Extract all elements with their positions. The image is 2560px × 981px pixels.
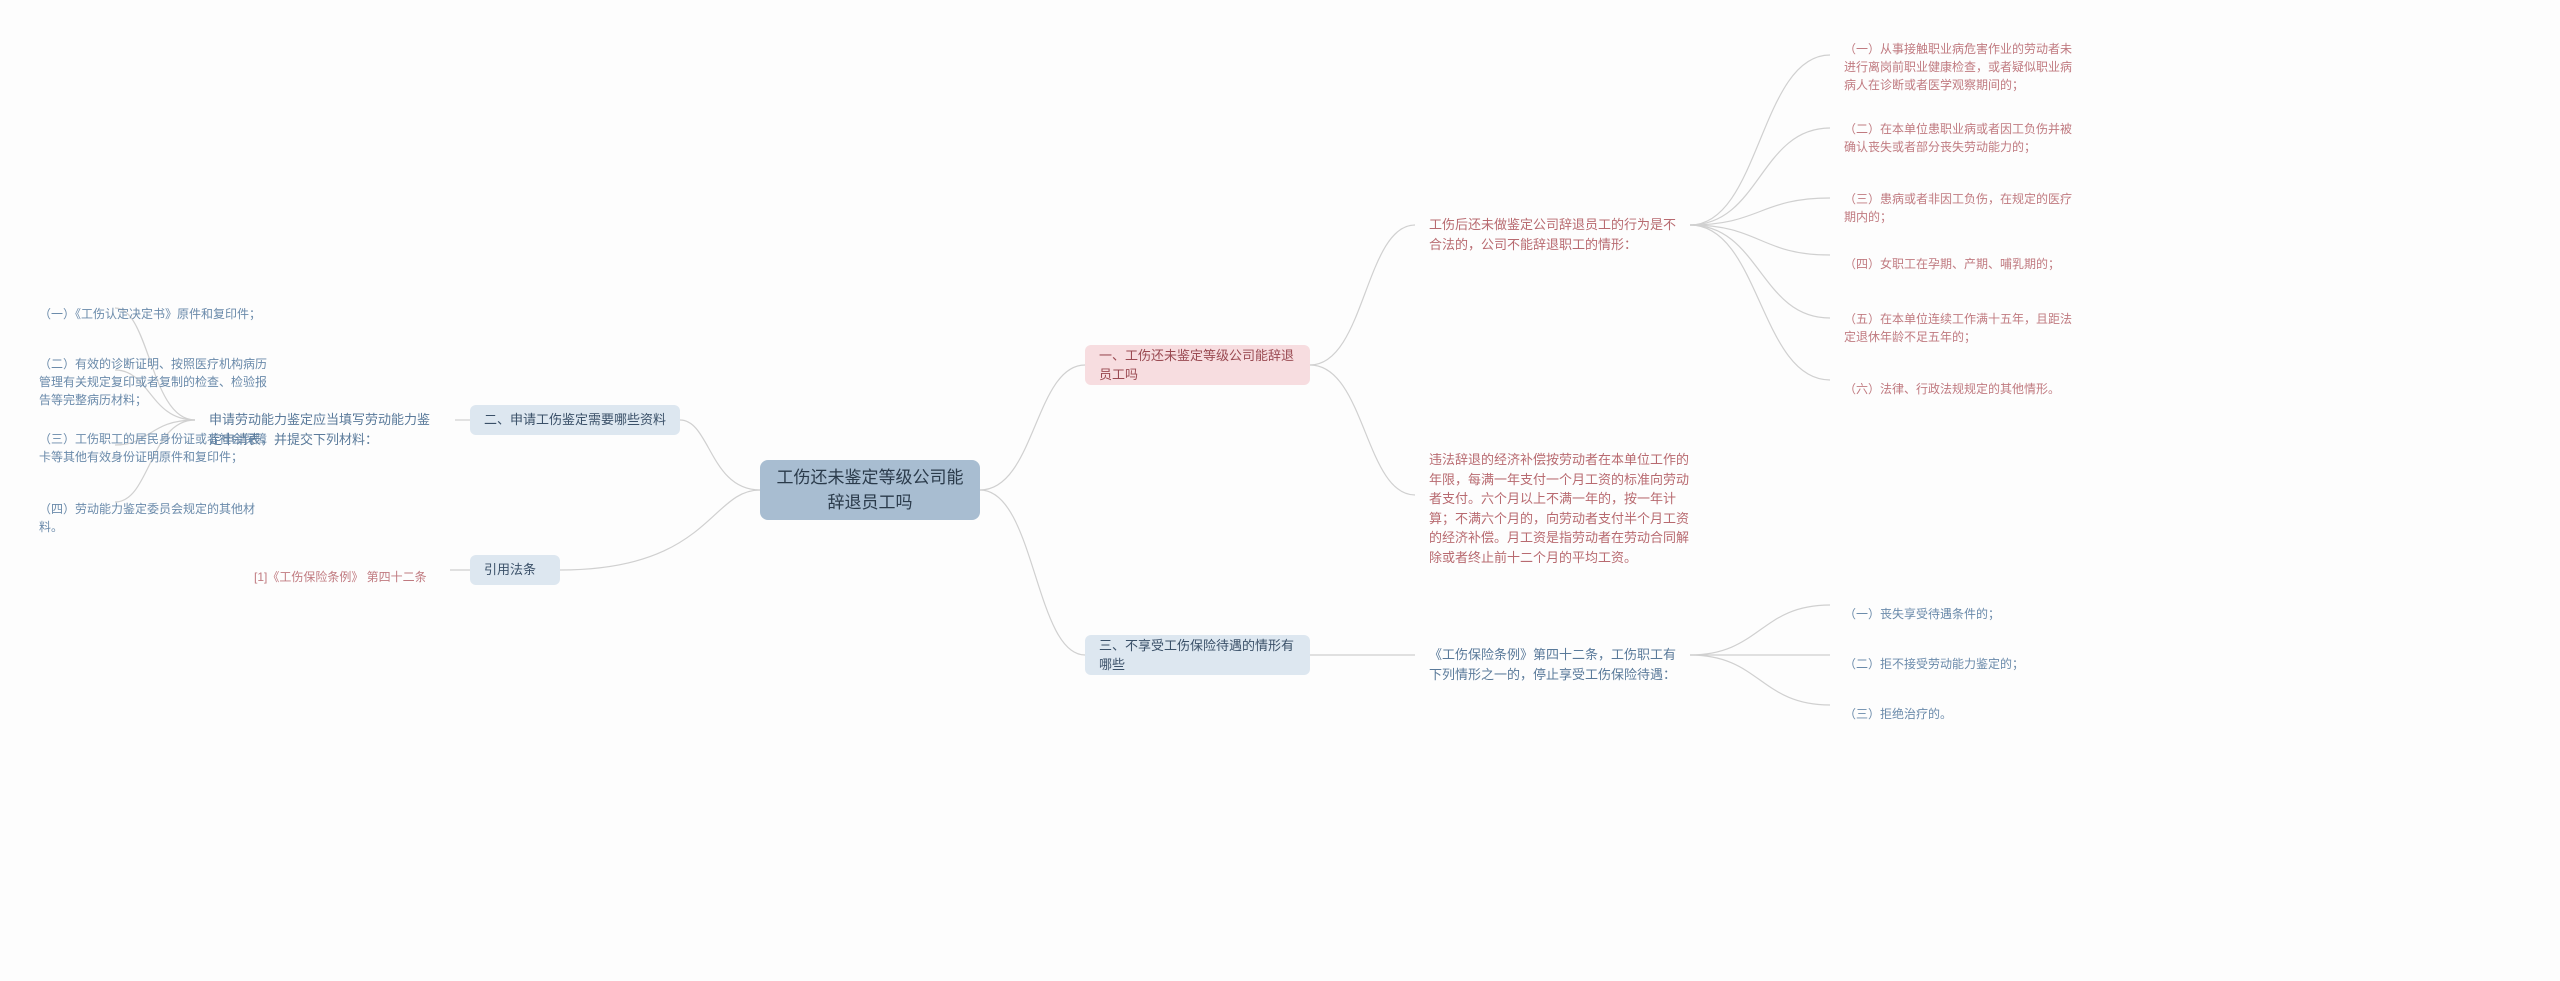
branch-2-leaf-3: （三）工伤职工的居民身份证或者社会保障卡等其他有效身份证明原件和复印件； [25, 420, 285, 476]
branch-3-leaf-1: （一）丧失享受待遇条件的； [1830, 595, 2050, 633]
branch-1-sub-1-leaf-3: （三）患病或者非因工负伤，在规定的医疗期内的； [1830, 180, 2090, 236]
branch-2-leaf-4: （四）劳动能力鉴定委员会规定的其他材料。 [25, 490, 285, 546]
root-node: 工伤还未鉴定等级公司能辞退员工吗 [760, 460, 980, 520]
branch-3-leaf-2: （二）拒不接受劳动能力鉴定的； [1830, 645, 2050, 683]
branch-1: 一、工伤还未鉴定等级公司能辞退员工吗 [1085, 345, 1310, 385]
branch-3-sub-1: 《工伤保险条例》第四十二条，工伤职工有下列情形之一的，停止享受工伤保险待遇： [1415, 635, 1690, 694]
branch-2-leaf-1: （一）《工伤认定决定书》原件和复印件； [25, 295, 275, 333]
branch-3: 三、不享受工伤保险待遇的情形有哪些 [1085, 635, 1310, 675]
branch-3-leaf-3: （三）拒绝治疗的。 [1830, 695, 2050, 733]
branch-2: 二、申请工伤鉴定需要哪些资料 [470, 405, 680, 435]
branch-1-sub-1: 工伤后还未做鉴定公司辞退员工的行为是不合法的，公司不能辞退职工的情形： [1415, 205, 1690, 264]
branch-1-sub-1-leaf-4: （四）女职工在孕期、产期、哺乳期的； [1830, 245, 2090, 283]
branch-1-sub-1-leaf-5: （五）在本单位连续工作满十五年，且距法定退休年龄不足五年的； [1830, 300, 2090, 356]
connectors-final [0, 0, 2560, 981]
branch-ref: 引用法条 [470, 555, 560, 585]
branch-2-leaf-2: （二）有效的诊断证明、按照医疗机构病历管理有关规定复印或者复制的检查、检验报告等… [25, 345, 285, 419]
branch-ref-leaf: [1]《工伤保险条例》 第四十二条 [240, 558, 450, 596]
branch-1-sub-2: 违法辞退的经济补偿按劳动者在本单位工作的年限，每满一年支付一个月工资的标准向劳动… [1415, 440, 1705, 577]
branch-1-sub-1-leaf-2: （二）在本单位患职业病或者因工负伤并被确认丧失或者部分丧失劳动能力的； [1830, 110, 2090, 166]
branch-1-sub-1-leaf-6: （六）法律、行政法规规定的其他情形。 [1830, 370, 2090, 408]
branch-1-sub-1-leaf-1: （一）从事接触职业病危害作业的劳动者未进行离岗前职业健康检查，或者疑似职业病病人… [1830, 30, 2090, 104]
